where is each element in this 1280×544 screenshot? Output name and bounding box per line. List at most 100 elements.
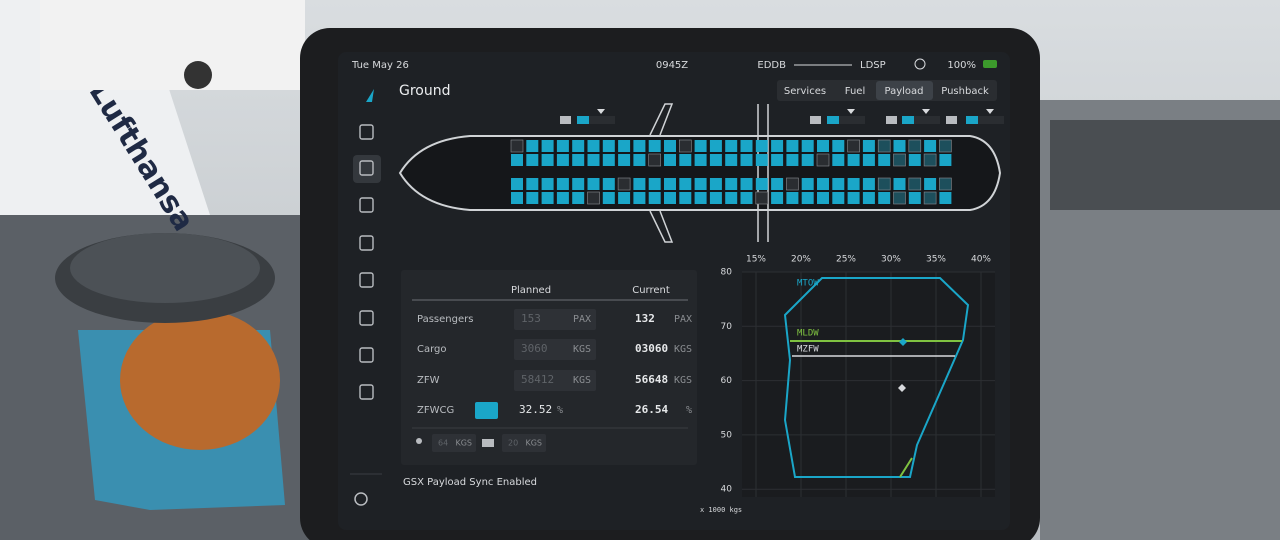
hold-fill [902, 116, 914, 124]
x-tick-label: 40% [971, 255, 991, 265]
seat [541, 154, 554, 166]
seat [801, 192, 814, 204]
seat [862, 154, 875, 166]
sidebar-icon[interactable] [359, 272, 374, 288]
seat [679, 192, 692, 204]
seat [817, 178, 829, 190]
row-label: ZFWCG [417, 405, 454, 416]
tab[interactable]: Services [784, 86, 826, 97]
row-label: Cargo [417, 344, 447, 355]
seat [786, 154, 799, 166]
seat [664, 178, 676, 190]
seat [633, 140, 646, 152]
seat [877, 139, 891, 153]
settings-button[interactable] [354, 492, 368, 506]
bag-icon [482, 439, 494, 447]
sidebar-icon[interactable] [359, 160, 374, 176]
tab[interactable]: Pushback [941, 86, 989, 97]
seat [572, 140, 585, 152]
seat [618, 192, 631, 204]
seat [572, 192, 585, 204]
current-unit: PAX [674, 314, 692, 325]
input-box[interactable] [514, 309, 596, 330]
seat [924, 178, 937, 190]
seat [725, 140, 738, 152]
hold-icon [810, 116, 821, 124]
wings [649, 103, 674, 243]
seat [832, 154, 845, 166]
limit-label: MTOW [797, 279, 819, 289]
input-box[interactable] [514, 370, 596, 391]
x-tick-label: 35% [926, 255, 946, 265]
planned-unit: PAX [573, 314, 591, 325]
seat [510, 139, 524, 153]
hold-marker [922, 109, 930, 114]
sidebar-icon[interactable] [359, 235, 374, 251]
current-value: 03060 [635, 342, 668, 355]
hold-fill [827, 116, 839, 124]
sidebar-icon[interactable] [359, 310, 374, 326]
seat [648, 178, 661, 190]
seat [801, 140, 814, 152]
seat [648, 140, 661, 152]
settings-icon[interactable] [914, 58, 926, 70]
seat [679, 178, 692, 190]
seat [771, 192, 784, 204]
tab[interactable]: Fuel [845, 86, 865, 97]
seat [572, 154, 585, 166]
seat [587, 178, 600, 190]
seat [709, 140, 722, 152]
seat [923, 153, 937, 167]
weight-box[interactable] [432, 434, 476, 452]
seat [786, 177, 799, 191]
x-tick-label: 25% [836, 255, 856, 265]
seat [694, 178, 707, 190]
seat [709, 154, 722, 166]
sidebar-icon[interactable] [359, 384, 374, 400]
current-value: 56648 [635, 373, 668, 386]
seat [556, 154, 569, 166]
seat [617, 177, 631, 191]
tab[interactable]: Payload [885, 86, 924, 97]
seat [511, 192, 523, 204]
seat [908, 139, 922, 153]
cg-envelope [783, 277, 970, 478]
hold-marker [986, 109, 994, 114]
row-label: Passengers [417, 314, 473, 325]
input-box[interactable] [514, 339, 596, 360]
sidebar-icon[interactable] [359, 347, 374, 363]
seat [556, 178, 569, 190]
seat [801, 178, 814, 190]
seat [694, 192, 707, 204]
cg-trace [899, 457, 913, 478]
y-tick-label: 60 [721, 376, 733, 386]
limit-label: MLDW [797, 329, 819, 339]
bus-wheel [184, 61, 212, 89]
cup-print [120, 310, 280, 450]
weight-box[interactable] [502, 434, 546, 452]
weight-unit: KGS [525, 439, 542, 448]
cg-plot [742, 272, 995, 497]
sidebar-icon[interactable] [359, 124, 374, 140]
seat [572, 178, 585, 190]
seat [923, 191, 937, 205]
sidebar-icon[interactable] [359, 197, 374, 213]
seat [633, 192, 646, 204]
seat [817, 140, 829, 152]
seat [587, 191, 600, 205]
x-tick-label: 15% [746, 255, 766, 265]
seat [939, 177, 952, 191]
time: 0945Z [656, 60, 688, 71]
seat [526, 192, 539, 204]
hold-bar [827, 116, 865, 124]
planned-cg-marker [899, 338, 907, 346]
seat [618, 154, 631, 166]
seat [678, 139, 692, 153]
planned-value: 32.52 [519, 403, 552, 416]
destination: LDSP [860, 60, 886, 71]
seat [679, 154, 692, 166]
seat [725, 178, 738, 190]
seat [862, 192, 875, 204]
shuffle-button[interactable] [475, 402, 498, 419]
cockpit-panel [1050, 120, 1280, 210]
